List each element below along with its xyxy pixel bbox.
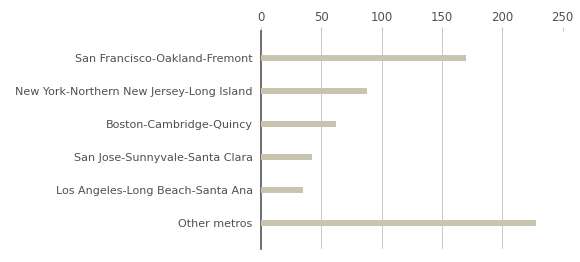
Bar [261, 154, 311, 160]
Bar [261, 187, 303, 193]
Bar [261, 55, 466, 61]
Bar [261, 121, 336, 127]
Bar [261, 220, 536, 226]
Bar [261, 88, 367, 94]
